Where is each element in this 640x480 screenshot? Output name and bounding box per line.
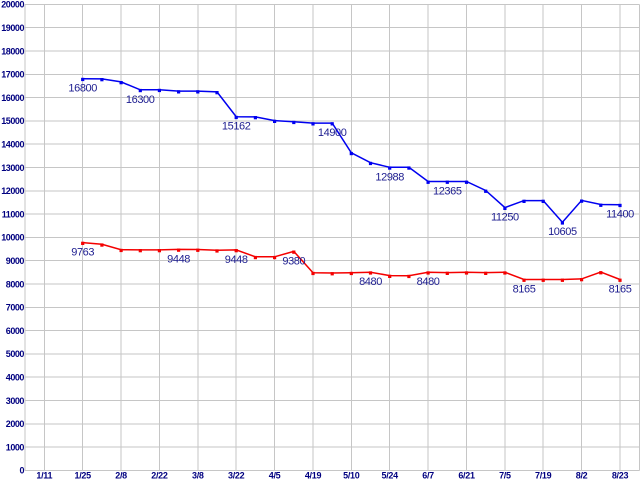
svg-text:11000: 11000 bbox=[2, 209, 25, 219]
svg-text:8480: 8480 bbox=[417, 276, 440, 288]
svg-text:4/19: 4/19 bbox=[305, 470, 322, 480]
svg-text:10605: 10605 bbox=[548, 226, 577, 238]
svg-text:12988: 12988 bbox=[375, 171, 404, 183]
svg-text:2/8: 2/8 bbox=[115, 470, 127, 480]
svg-text:9763: 9763 bbox=[71, 247, 94, 259]
svg-text:4000: 4000 bbox=[6, 373, 25, 383]
svg-text:7000: 7000 bbox=[6, 303, 25, 313]
svg-text:3000: 3000 bbox=[6, 396, 25, 406]
svg-text:6/7: 6/7 bbox=[422, 470, 434, 480]
svg-text:1/11: 1/11 bbox=[36, 470, 52, 480]
svg-text:5/24: 5/24 bbox=[382, 470, 399, 480]
svg-text:14900: 14900 bbox=[318, 127, 347, 139]
svg-text:12365: 12365 bbox=[433, 186, 462, 198]
svg-text:5000: 5000 bbox=[6, 349, 25, 359]
svg-text:8480: 8480 bbox=[359, 276, 382, 288]
svg-text:16800: 16800 bbox=[68, 83, 97, 95]
svg-text:6/21: 6/21 bbox=[458, 470, 475, 480]
svg-text:2/22: 2/22 bbox=[151, 470, 168, 480]
svg-text:14000: 14000 bbox=[1, 140, 24, 150]
svg-text:5/10: 5/10 bbox=[343, 470, 360, 480]
svg-text:12000: 12000 bbox=[1, 186, 24, 196]
svg-text:7/19: 7/19 bbox=[535, 470, 552, 480]
svg-text:1000: 1000 bbox=[6, 442, 25, 452]
svg-text:19000: 19000 bbox=[1, 23, 24, 33]
svg-text:18000: 18000 bbox=[1, 46, 24, 56]
svg-text:9448: 9448 bbox=[225, 254, 248, 266]
svg-text:6000: 6000 bbox=[6, 326, 25, 336]
svg-text:8/23: 8/23 bbox=[612, 470, 629, 480]
svg-text:1/25: 1/25 bbox=[75, 470, 92, 480]
svg-text:8165: 8165 bbox=[609, 284, 632, 296]
svg-text:4/5: 4/5 bbox=[269, 470, 281, 480]
svg-text:11400: 11400 bbox=[606, 209, 634, 221]
svg-text:15162: 15162 bbox=[222, 121, 251, 133]
svg-text:8/2: 8/2 bbox=[576, 470, 588, 480]
svg-text:15000: 15000 bbox=[1, 116, 24, 126]
svg-text:16300: 16300 bbox=[126, 94, 155, 106]
svg-text:9000: 9000 bbox=[6, 256, 25, 266]
svg-text:0: 0 bbox=[19, 466, 24, 476]
svg-text:2000: 2000 bbox=[6, 419, 25, 429]
svg-text:16000: 16000 bbox=[1, 93, 24, 103]
svg-text:10000: 10000 bbox=[1, 233, 24, 243]
svg-text:13000: 13000 bbox=[1, 163, 24, 173]
svg-text:3/8: 3/8 bbox=[192, 470, 204, 480]
svg-text:3/22: 3/22 bbox=[228, 470, 245, 480]
svg-text:9448: 9448 bbox=[167, 253, 190, 265]
svg-text:8000: 8000 bbox=[6, 279, 25, 289]
svg-text:20000: 20000 bbox=[1, 0, 24, 10]
svg-text:17000: 17000 bbox=[1, 70, 24, 80]
svg-text:11250: 11250 bbox=[491, 212, 519, 224]
svg-text:9380: 9380 bbox=[282, 255, 305, 267]
svg-text:7/5: 7/5 bbox=[499, 470, 511, 480]
svg-text:8165: 8165 bbox=[513, 284, 536, 296]
